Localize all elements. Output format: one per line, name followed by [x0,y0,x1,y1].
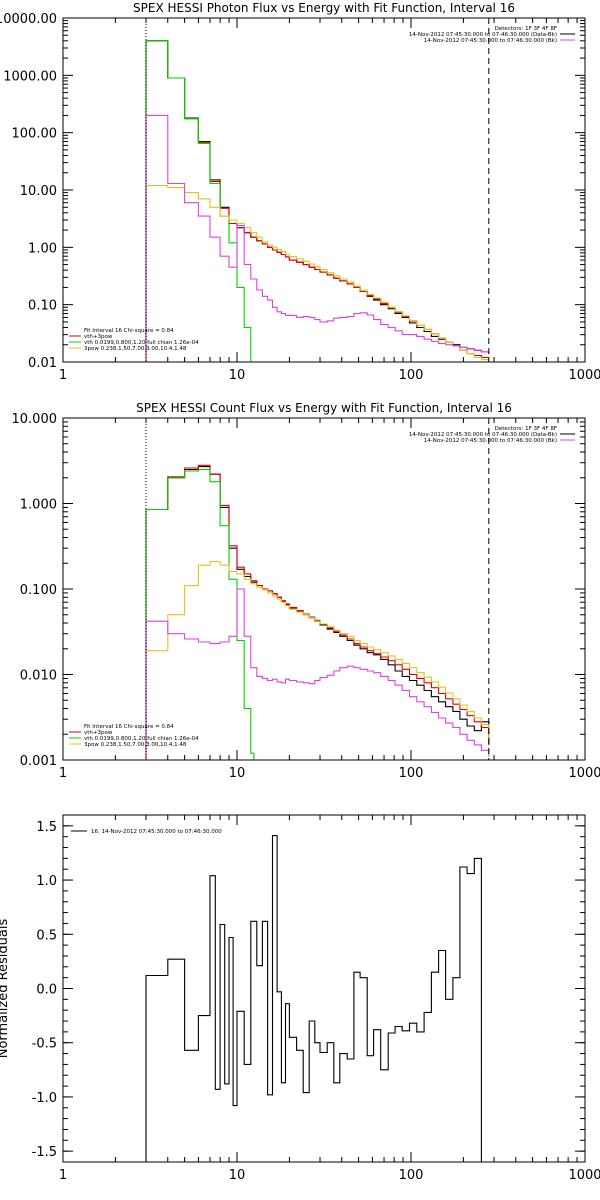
y-tick-label: 0.01 [28,356,57,371]
y-tick-label: 10.000 [12,412,58,427]
series-line-1 [145,40,490,362]
y-tick-label: 0.0 [36,983,57,998]
info-bottom-line: 3pow 0.238,1.50,7.00,3.00,10.4,1.48 [84,742,187,748]
x-tick-label: 1 [59,1168,67,1183]
series-line-5 [145,114,490,362]
x-tick-label: 10 [229,766,246,781]
y-tick-label: 10.00 [20,184,57,199]
info-bottom-line: vth 0.0199,0.800,1.20 full chian 1.26e-0… [84,340,199,346]
y-tick-label: -1.0 [32,1091,57,1106]
y-tick-label: 1.5 [36,820,57,835]
info-bottom-line: vth+3pow [84,334,113,340]
x-tick-label: 1 [59,368,67,383]
y-tick-label: 100.00 [12,127,58,142]
x-tick-label: 1 [59,766,67,781]
x-tick-label: 10 [229,368,246,383]
y-axis-label: Normalized Residuals [0,919,11,1059]
x-tick-label: 1000 [568,1168,600,1183]
x-tick-label: 100 [399,1168,424,1183]
info-top-line: 14-Nov-2012 07:45:30.000 to 07:46:30.000… [409,32,557,38]
plot-frame [62,17,586,363]
x-tick-label: 100 [399,368,424,383]
y-tick-label: 0.10 [28,299,57,314]
plot-frame [62,417,586,761]
y-tick-label: 0.5 [36,928,57,943]
x-tick-label: 1000 [568,368,600,383]
series-line-4 [145,560,490,760]
y-tick-label: 1000.00 [3,69,57,84]
x-tick-label: 10 [229,1168,246,1183]
info-bottom-line: vth 0.0199,0.800,1.20 full chian 1.26e-0… [84,736,199,742]
series-group [145,835,489,1162]
series-group [145,464,490,760]
series-line-1 [145,835,489,1162]
chart-title: SPEX HESSI Photon Flux vs Energy with Fi… [133,1,515,15]
y-tick-label: 1.0 [36,874,57,889]
info-top-line: Detectors: 1F 3F 4F 8F [495,426,557,432]
y-tick-label: 1.000 [20,498,57,513]
y-tick-label: 0.001 [20,754,57,769]
info-bottom-line: 3pow 0.238,1.50,7.00,3.00,10.4,1.48 [84,346,187,352]
y-tick-label: 0.010 [20,669,57,684]
chart-panel-2: SPEX HESSI Count Flux vs Energy with Fit… [12,401,600,781]
y-tick-label: -1.5 [32,1145,57,1160]
y-tick-label: -0.5 [32,1037,57,1052]
legend-text: 16, 14-Nov-2012 07:45:30.000 to 07:46:30… [91,829,222,835]
chart-panel-1: SPEX HESSI Photon Flux vs Energy with Fi… [0,1,600,383]
y-tick-label: 10000.00 [0,12,57,27]
series-line-5 [145,588,490,760]
series-line-2 [145,40,490,362]
series-line-1 [145,466,490,760]
series-group [145,40,490,362]
plot-frame [62,814,586,1163]
series-line-2 [145,464,490,760]
series-line-3 [145,468,255,760]
chart-panel-3: Normalized Residuals 1 10 100 1000 -1.5 -1.0 -0… [0,814,600,1183]
x-tick-label: 100 [399,766,424,781]
info-top-line: 14-Nov-2012 07:45:30.000 to 07:46:30.000… [424,38,557,44]
series-line-3 [145,40,252,362]
info-top-line: 14-Nov-2012 07:45:30.000 to 07:46:30.000… [409,432,557,438]
info-bottom-line: vth+3pow [84,730,113,736]
y-tick-label: 0.100 [20,583,57,598]
y-tick-label: 1.00 [28,241,57,256]
info-bottom-line: Fit Interval 16 Chi-square = 0.84 [84,724,174,730]
info-bottom-line: Fit Interval 16 Chi-square = 0.84 [84,328,174,334]
info-top-line: 14-Nov-2012 07:45:30.000 to 07:46:30.000… [424,438,557,444]
info-top-line: Detectors: 1F 3F 4F 8F [495,26,557,32]
chart-title: SPEX HESSI Count Flux vs Energy with Fit… [136,401,512,415]
series-line-4 [145,184,490,362]
x-tick-label: 1000 [568,766,600,781]
